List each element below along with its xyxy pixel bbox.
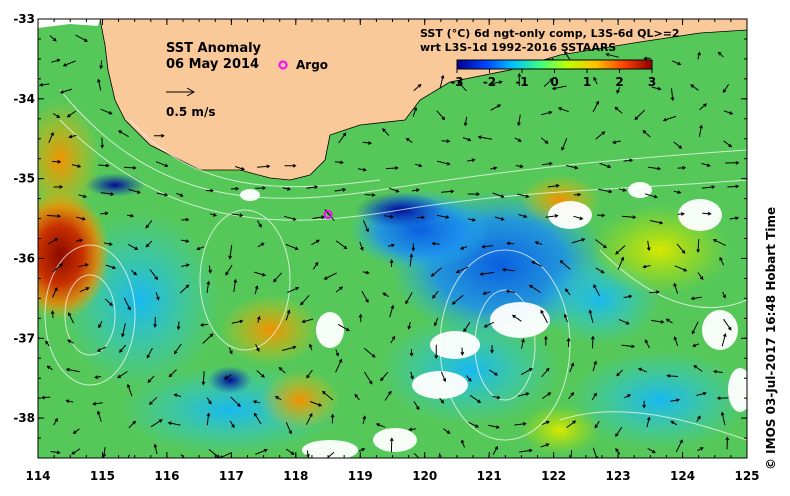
colorbar-tick-label: -2 (483, 75, 496, 89)
colorbar-tick-label: 1 (583, 75, 591, 89)
x-tick-label: 125 (734, 469, 759, 483)
y-tick-label: -35 (13, 172, 35, 186)
y-tick-label: -38 (13, 411, 35, 425)
y-tick-label: -34 (13, 92, 35, 106)
colorbar-tick-label: 3 (648, 75, 656, 89)
colorbar-tick-label: 2 (615, 75, 623, 89)
x-tick-label: 122 (541, 469, 566, 483)
x-tick-label: 118 (283, 469, 308, 483)
current-vector-head (569, 461, 572, 464)
map-date: 06 May 2014 (166, 57, 259, 72)
x-tick-label: 116 (154, 469, 179, 483)
x-tick-label: 119 (348, 469, 373, 483)
y-tick-label: -36 (13, 251, 35, 265)
colorbar-title-line1: SST (°C) 6d ngt-only comp, L3S-6d QL>=2 (420, 27, 680, 40)
sst-field (10, 19, 752, 466)
x-tick-label: 114 (25, 469, 50, 483)
y-tick-label: -37 (13, 331, 35, 345)
current-vector-head (437, 459, 440, 462)
x-tick-label: 120 (412, 469, 437, 483)
current-vector-head (187, 461, 190, 464)
vector-scale-label: 0.5 m/s (166, 105, 215, 119)
x-tick-label: 115 (90, 469, 115, 483)
x-tick-label: 117 (219, 469, 244, 483)
current-vector-head (421, 460, 424, 463)
colorbar-title-line2: wrt L3S-1d 1992-2016 SSTAARS (420, 41, 616, 54)
x-tick-label: 124 (670, 469, 695, 483)
current-vector (593, 337, 594, 349)
argo-legend-label: Argo (296, 58, 328, 72)
credit-text: © IMOS 03-Jul-2017 16:48 Hobart Time (764, 207, 778, 470)
colorbar-tick-label: 0 (550, 75, 558, 89)
current-vector-head (125, 463, 128, 466)
x-tick-label: 123 (606, 469, 631, 483)
map-title: SST Anomaly (166, 41, 262, 56)
y-tick-label: -33 (13, 12, 35, 26)
colorbar-tick-label: -1 (515, 75, 528, 89)
current-vector-head (324, 458, 327, 461)
x-tick-label: 121 (477, 469, 502, 483)
colorbar (457, 60, 652, 69)
colorbar-tick-label: -3 (450, 75, 463, 89)
